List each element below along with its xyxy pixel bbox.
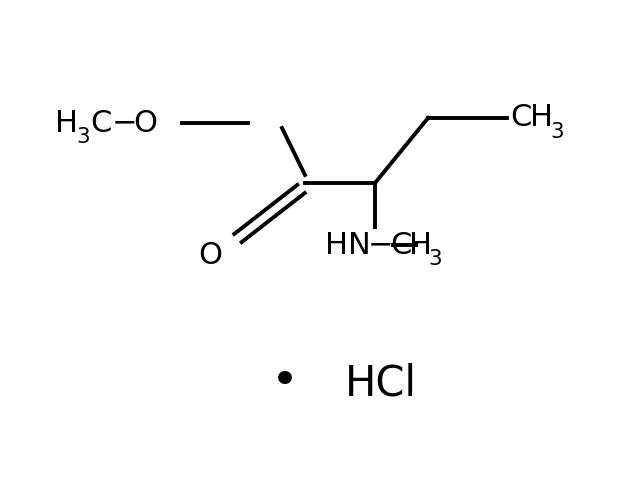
Text: H: H bbox=[55, 108, 78, 138]
Text: H: H bbox=[530, 104, 553, 133]
Text: •: • bbox=[271, 360, 299, 406]
Text: 3: 3 bbox=[550, 122, 564, 142]
Text: C: C bbox=[510, 104, 531, 133]
Text: C: C bbox=[390, 231, 412, 259]
Text: HCl: HCl bbox=[345, 362, 417, 404]
Text: H: H bbox=[409, 231, 432, 259]
Text: 3: 3 bbox=[76, 127, 90, 147]
Text: 3: 3 bbox=[428, 249, 442, 269]
Text: −: − bbox=[368, 231, 394, 259]
Text: O: O bbox=[133, 108, 157, 138]
Text: C: C bbox=[90, 108, 111, 138]
Text: −: − bbox=[112, 108, 138, 138]
Text: O: O bbox=[198, 241, 222, 270]
Text: HN: HN bbox=[325, 231, 371, 259]
